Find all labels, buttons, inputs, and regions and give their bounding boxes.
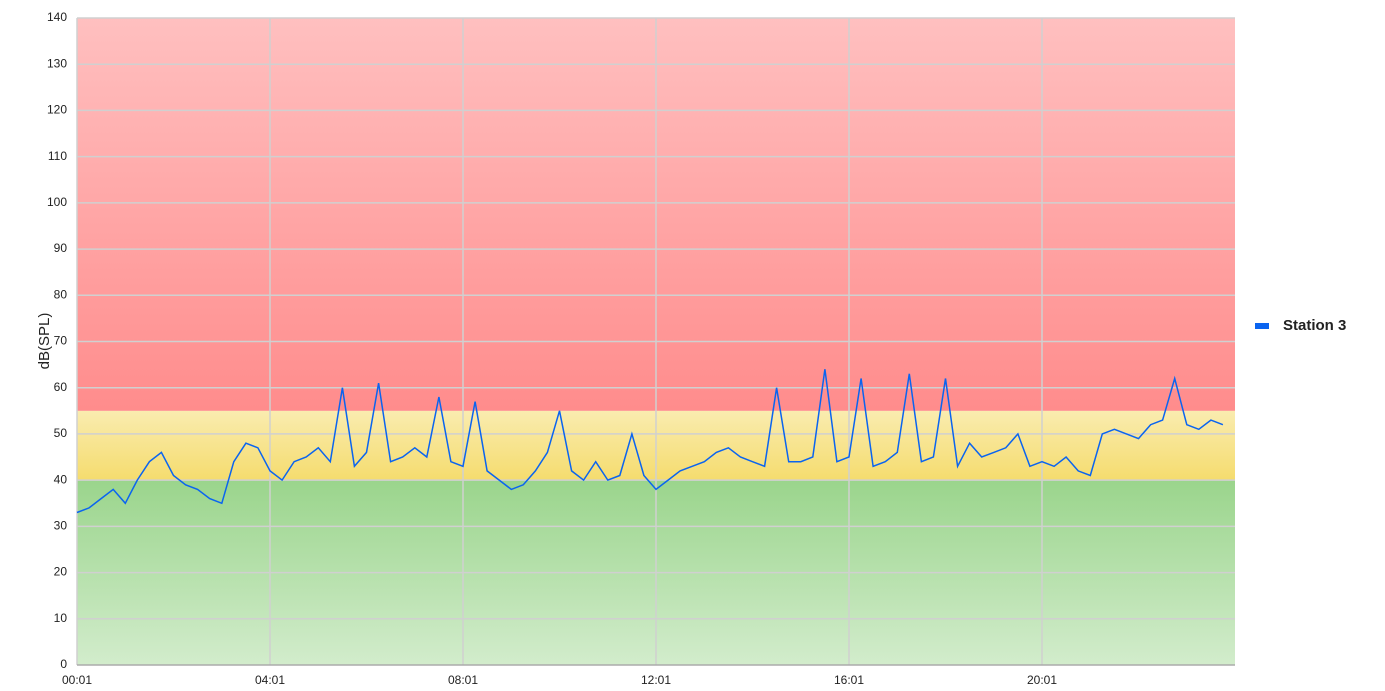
x-tick-label: 20:01 — [1027, 673, 1057, 687]
data-line — [76, 369, 1224, 514]
x-tick-label: 12:01 — [641, 673, 671, 687]
x-tick-label: 08:01 — [448, 673, 478, 687]
y-axis-label: dB(SPL) — [36, 313, 53, 370]
y-tick-label: 70 — [54, 334, 68, 348]
y-tick-label: 10 — [54, 611, 68, 625]
y-tick-label: 40 — [54, 472, 68, 486]
y-tick-label: 20 — [54, 565, 68, 579]
x-tick-label: 04:01 — [255, 673, 285, 687]
x-tick-label: 16:01 — [834, 673, 864, 687]
y-tick-label: 120 — [47, 103, 67, 117]
x-tick-label: 00:01 — [62, 673, 92, 687]
y-tick-label: 140 — [47, 10, 67, 24]
y-tick-label: 110 — [48, 149, 67, 163]
y-tick-label: 60 — [54, 380, 68, 394]
y-tick-label: 80 — [54, 287, 68, 301]
y-tick-label: 50 — [54, 426, 68, 440]
y-tick-label: 100 — [47, 195, 67, 209]
legend-label: Station 3 — [1283, 317, 1346, 334]
legend-swatch — [1255, 323, 1269, 329]
y-tick-label: 90 — [54, 241, 68, 255]
y-tick-label: 0 — [60, 657, 67, 671]
y-tick-label: 30 — [54, 519, 68, 533]
y-tick-label: 130 — [47, 56, 67, 70]
